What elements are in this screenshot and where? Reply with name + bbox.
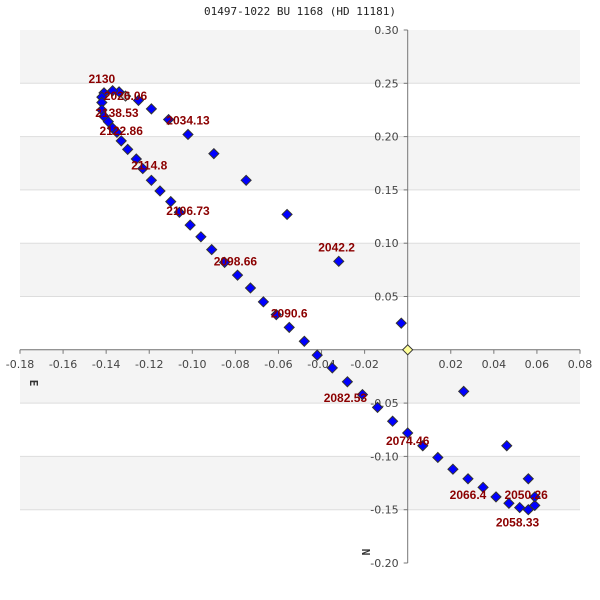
data-point [132,94,145,107]
epoch-label: 2074.46 [386,434,430,448]
x-tick-label: 0.02 [439,358,464,371]
data-point [184,219,196,231]
data-point [356,388,369,401]
data-point [457,385,470,398]
epoch-label: 2066.4 [450,488,487,502]
data-point [503,497,515,510]
grid-band [20,456,580,510]
x-tick-label: -0.14 [92,358,120,371]
epoch-label: 2130 [88,72,115,86]
data-point [529,499,541,512]
data-point [490,491,502,503]
data-point [121,143,134,156]
epoch-label: 2050.26 [504,488,548,502]
data-point [477,481,489,494]
x-tick-label: -0.08 [221,358,249,371]
primary-star-marker [401,344,414,356]
x-tick-label: -0.02 [350,358,378,371]
data-point [501,440,513,452]
y-tick-label: 0.15 [374,184,399,197]
epoch-label: 2122.86 [100,124,144,138]
data-point [208,147,220,160]
data-point [195,231,207,243]
data-point [154,185,166,197]
y-tick-label: 0.30 [374,24,399,37]
data-point [522,503,535,516]
epoch-label: 2098.66 [214,254,258,268]
x-tick-label: -0.10 [178,358,206,371]
grid-band [20,349,580,404]
x-axis-label: E [27,380,40,387]
x-tick-label: -0.18 [6,358,34,371]
data-point [417,440,429,452]
data-point [115,135,127,147]
data-point [326,362,339,374]
data-point [513,501,526,514]
x-tick-label: -0.16 [49,358,77,371]
x-tick-label: 0.08 [568,358,593,371]
data-point [401,427,414,439]
data-point [281,208,293,221]
epoch-label: 2114.8 [131,158,167,172]
data-point [244,282,257,294]
epoch-label: 2058.33 [496,515,540,529]
data-point [270,308,283,321]
data-point [257,296,270,308]
data-point [341,376,354,388]
epoch-label: 2138.53 [95,106,139,120]
data-point [137,162,149,175]
data-point [111,126,123,139]
y-axis-label: N [359,549,372,556]
data-point [145,174,158,187]
data-point [386,415,399,427]
chart-title: 01497-1022 BU 1168 (HD 11181) [203,5,397,18]
data-point [205,243,218,256]
grid-band [20,243,580,297]
y-tick-label: 0.20 [374,131,399,144]
y-tick-label: -0.15 [370,504,398,517]
data-point [529,491,541,503]
epoch-label: 2106.73 [166,204,210,218]
data-point [240,174,252,187]
x-tick-label: -0.12 [135,358,163,371]
y-tick-label: 0.25 [374,77,399,90]
data-point [231,269,244,281]
y-tick-label: 0.10 [374,237,399,250]
data-point [218,256,231,269]
epoch-label: 2026.06 [104,89,148,103]
y-tick-label: -0.20 [370,557,398,570]
data-point [522,473,535,485]
epoch-label: 2090.6 [271,307,308,321]
data-point [371,401,384,414]
data-point [106,85,119,97]
data-point [333,255,345,268]
data-point [395,317,407,329]
data-point [311,349,323,361]
data-point [298,335,311,347]
data-point [145,103,158,115]
x-tick-label: -0.06 [264,358,292,371]
data-point [182,128,194,141]
data-point [165,195,177,208]
epoch-label: 2042.2 [318,240,355,254]
data-point [173,206,186,218]
epoch-label: 2082.53 [324,391,368,405]
data-point [130,153,143,165]
grid-band [20,30,580,84]
x-tick-label: 0.04 [482,358,507,371]
y-tick-label: -0.10 [370,450,398,463]
grid-band [20,136,580,190]
data-point [432,451,444,464]
start-point [119,90,132,102]
data-point [462,473,474,485]
y-tick-label: 0.05 [374,291,399,304]
x-tick-label: 0.06 [525,358,550,371]
data-point [447,463,459,475]
data-point [283,321,295,334]
data-point [162,113,175,126]
epoch-label: 2034.13 [166,114,210,128]
